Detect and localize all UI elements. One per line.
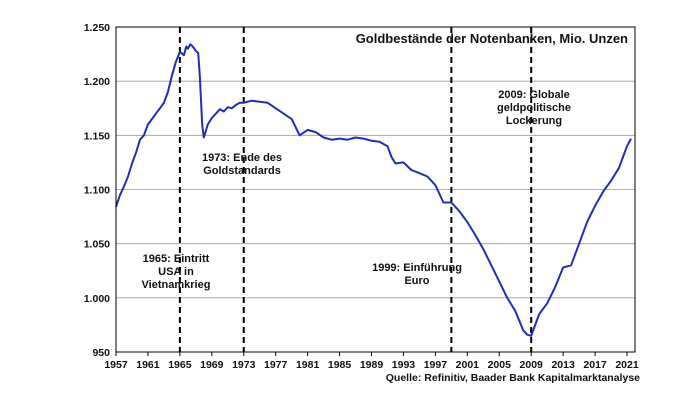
x-tick-label: 2017 (583, 359, 607, 371)
x-tick-label: 1957 (104, 359, 128, 371)
y-tick-label: 950 (92, 347, 110, 359)
event-annotation-line: geldpolitische (497, 102, 571, 114)
y-tick-label: 1.050 (84, 239, 110, 251)
event-annotation-line: Lockerung (506, 115, 562, 127)
event-annotation-line: 1965: Eintritt (143, 253, 210, 265)
x-tick-label: 1985 (328, 359, 352, 371)
event-annotation-1973: 1973: Ende des Goldstandards (202, 152, 282, 177)
gridlines (116, 26, 635, 353)
chart-source: Quelle: Refinitiv, Baader Bank Kapitalma… (386, 372, 640, 384)
event-annotation-2009: 2009: Globale geldpolitische Lockerung (497, 89, 571, 127)
y-tick-label: 1.200 (84, 76, 110, 88)
y-axis-ticks: 1.250 1.200 1.150 1.100 1.050 1.000 950 (84, 22, 110, 359)
y-tick-label: 1.100 (84, 185, 110, 197)
event-annotations: 1965: Eintritt USA in Vietnamkrieg 1973: En… (142, 89, 571, 291)
y-tick-label: 1.150 (84, 130, 110, 142)
event-annotation-line: 2009: Globale (498, 89, 570, 101)
x-tick-label: 1965 (168, 359, 192, 371)
x-tick-label: 2005 (488, 359, 512, 371)
x-tick-label: 1973 (232, 359, 256, 371)
event-annotation-line: Goldstandards (203, 165, 281, 177)
x-tick-label: 1981 (296, 359, 320, 371)
x-axis-ticks: 1957 1961 1965 1969 1973 1977 1981 1985 1989 1993… (104, 352, 639, 371)
x-tick-label: 2009 (520, 359, 544, 371)
x-tick-label: 2021 (615, 359, 639, 371)
plot-frame (115, 26, 636, 353)
event-annotation-line: USA in (158, 266, 194, 278)
series-layer (115, 43, 632, 337)
y-tick-label: 1.000 (84, 293, 110, 305)
x-tick-label: 1989 (360, 359, 384, 371)
event-annotation-line: 1973: Ende des (202, 152, 282, 164)
x-tick-label: 1961 (136, 359, 160, 371)
event-annotation-line: Euro (404, 275, 429, 287)
event-annotation-1999: 1999: Einführung Euro (372, 262, 462, 287)
x-tick-label: 2013 (551, 359, 575, 371)
x-tick-label: 1993 (392, 359, 416, 371)
x-tick-label: 2001 (456, 359, 480, 371)
y-tick-label: 1.250 (84, 22, 110, 34)
event-lines (178, 27, 533, 352)
event-annotation-1965: 1965: Eintritt USA in Vietnamkrieg (142, 253, 211, 291)
chart-title: Goldbestände der Notenbanken, Mio. Unzen (356, 31, 628, 46)
gold-reserves-line (115, 43, 632, 337)
event-annotation-line: 1999: Einführung (372, 262, 462, 274)
x-tick-label: 1977 (264, 359, 288, 371)
event-annotation-line: Vietnamkrieg (142, 279, 211, 291)
x-tick-label: 1997 (424, 359, 448, 371)
x-tick-label: 1969 (200, 359, 224, 371)
